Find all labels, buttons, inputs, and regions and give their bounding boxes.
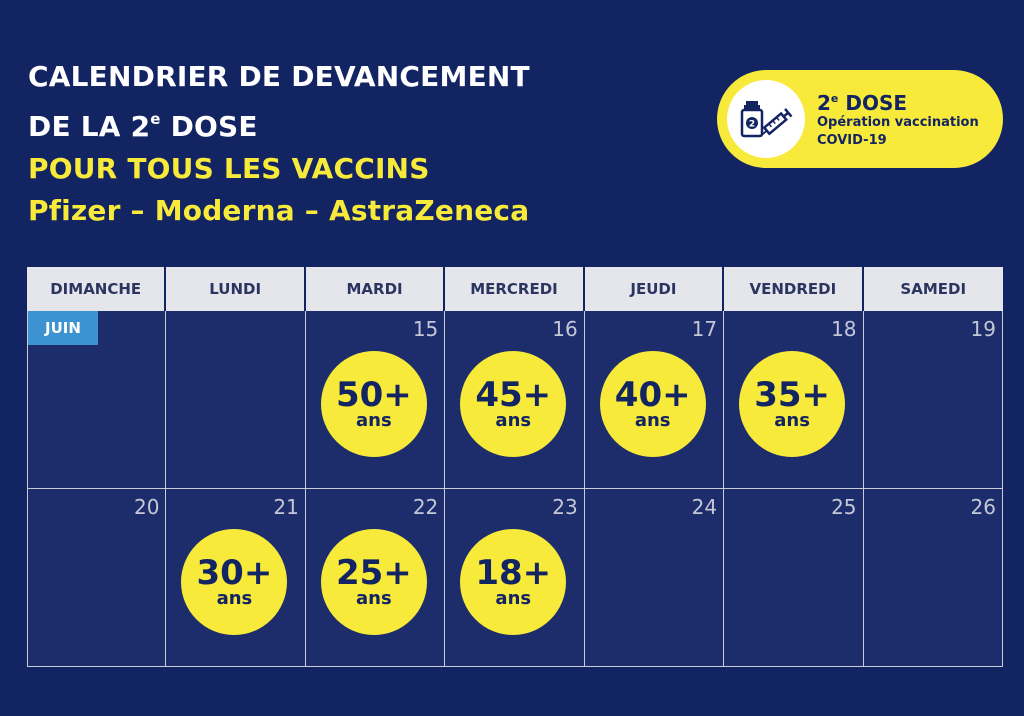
- title-line-1: CALENDRIER DE DEVANCEMENT: [28, 60, 530, 93]
- age-value: 45+: [475, 375, 552, 415]
- age-group-circle: 18+ ans: [460, 529, 567, 635]
- vaccine-vial-syringe-icon: 2: [727, 80, 805, 158]
- title-line-3: POUR TOUS LES VACCINS: [28, 152, 430, 185]
- day-number: 24: [691, 495, 718, 519]
- title-line-2-suffix: DOSE: [160, 110, 258, 143]
- day-number: 19: [970, 317, 996, 341]
- age-unit: ans: [356, 588, 392, 609]
- calendar-day-cell: 15 50+ ans: [305, 311, 446, 489]
- calendar-day-cell: 24: [584, 489, 725, 667]
- age-value: 35+: [754, 375, 831, 415]
- badge-subtitle-2: COVID-19: [817, 133, 887, 148]
- age-value: 30+: [196, 553, 273, 593]
- badge-title-suffix: DOSE: [838, 91, 908, 115]
- age-unit: ans: [495, 588, 532, 609]
- age-value: 25+: [335, 553, 412, 593]
- calendar-day-cell: 17 40+ ans: [584, 311, 725, 489]
- age-group-circle: 40+ ans: [599, 351, 706, 457]
- calendar-day-cell: 23 18+ ans: [445, 489, 585, 667]
- weekday-friday: VENDREDI: [724, 267, 864, 311]
- month-tag: JUIN: [28, 311, 98, 345]
- calendar-day-cell: JUIN: [27, 311, 167, 489]
- title-block: CALENDRIER DE DEVANCEMENT DE LA 2e DOSE …: [28, 56, 530, 232]
- weekday-sunday: DIMANCHE: [27, 267, 167, 311]
- day-number: 21: [273, 495, 299, 519]
- age-value: 50+: [335, 375, 412, 415]
- calendar-day-cell: 26: [863, 489, 1003, 667]
- age-group-circle: 50+ ans: [320, 351, 427, 457]
- title-line-4: Pfizer – Moderna – AstraZeneca: [28, 194, 530, 227]
- age-group-circle: 45+ ans: [460, 351, 567, 457]
- day-number: 18: [831, 317, 857, 341]
- age-unit: ans: [774, 410, 810, 431]
- day-number: 22: [412, 495, 439, 519]
- day-number: 26: [970, 495, 996, 519]
- weekday-tuesday: MARDI: [305, 267, 446, 311]
- title-line-2-prefix: DE LA 2: [28, 110, 151, 143]
- badge-text: 2e DOSE Opération vaccination COVID-19: [817, 88, 979, 150]
- weekday-monday: LUNDI: [166, 267, 306, 311]
- day-number: 16: [552, 317, 578, 341]
- age-group-circle: 25+ ans: [320, 529, 427, 635]
- calendar-header: DIMANCHE LUNDI MARDI MERCREDI JEUDI VEND…: [27, 267, 1003, 311]
- badge-title-prefix: 2: [817, 91, 831, 115]
- age-group-circle: 30+ ans: [181, 529, 288, 635]
- age-unit: ans: [216, 588, 253, 609]
- badge-subtitle-1: Opération vaccination: [817, 115, 979, 130]
- age-unit: ans: [495, 410, 532, 431]
- badge-title-sup: e: [830, 92, 839, 105]
- calendar-week-2: 20 21 30+ ans 22 25+ ans 23 18+ ans 24 25 26: [27, 489, 1003, 667]
- day-number: 20: [133, 495, 160, 519]
- age-group-circle: 35+ ans: [739, 351, 846, 457]
- title-line-2: DE LA 2e DOSE: [28, 98, 530, 148]
- calendar-day-cell: 19: [863, 311, 1003, 489]
- day-number: 25: [831, 495, 857, 519]
- title-line-2-sup: e: [150, 110, 161, 128]
- badge-title: 2e DOSE: [817, 88, 979, 114]
- day-number: 17: [691, 317, 718, 341]
- svg-text:2: 2: [749, 120, 755, 130]
- age-unit: ans: [356, 410, 392, 431]
- calendar: DIMANCHE LUNDI MARDI MERCREDI JEUDI VEND…: [27, 267, 1003, 667]
- age-value: 18+: [475, 553, 552, 593]
- dose-badge: 2 2e DOSE Opération vaccination COVID-19: [717, 70, 1003, 168]
- weekday-saturday: SAMEDI: [863, 267, 1003, 311]
- calendar-day-cell: 21 30+ ans: [166, 489, 306, 667]
- day-number: 23: [552, 495, 578, 519]
- calendar-day-cell: [166, 311, 306, 489]
- calendar-week-1: JUIN 15 50+ ans 16 45+ ans 17 40+ ans 18 35+ ans 19: [27, 311, 1003, 489]
- age-value: 40+: [614, 375, 691, 415]
- calendar-day-cell: 22 25+ ans: [305, 489, 446, 667]
- weekday-wednesday: MERCREDI: [445, 267, 585, 311]
- weekday-thursday: JEUDI: [584, 267, 725, 311]
- calendar-day-cell: 20: [27, 489, 167, 667]
- calendar-day-cell: 25: [724, 489, 864, 667]
- age-unit: ans: [634, 410, 671, 431]
- calendar-day-cell: 16 45+ ans: [445, 311, 585, 489]
- day-number: 15: [412, 317, 439, 341]
- calendar-day-cell: 18 35+ ans: [724, 311, 864, 489]
